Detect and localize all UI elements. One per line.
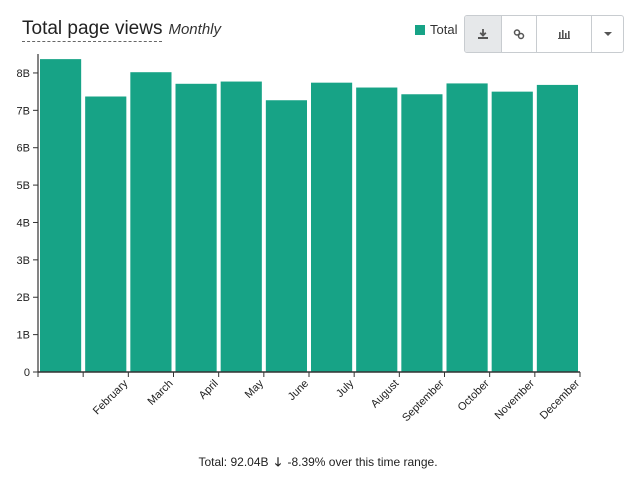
link-button[interactable] [502, 16, 537, 52]
chart-toolbar [464, 15, 624, 53]
bar-october[interactable] [446, 83, 488, 373]
y-tick-label: 0 [24, 367, 30, 379]
x-tick-label-november: November [493, 377, 538, 422]
bar-august[interactable] [356, 87, 398, 373]
x-tick-label-june: June [286, 378, 311, 403]
legend-label: Total [430, 22, 458, 37]
x-tick-label-march: March [146, 378, 176, 408]
bar-february[interactable] [85, 96, 127, 372]
legend: Total [415, 22, 457, 37]
y-tick-label: 2B [17, 292, 30, 304]
summary-footer: Total: 92.04B 🡓 -8.39% over this time ra… [0, 453, 636, 474]
chart-title[interactable]: Total page views [22, 18, 163, 42]
download-button[interactable] [465, 16, 502, 52]
x-tick-label-april: April [197, 378, 221, 402]
download-icon [478, 29, 488, 39]
bar-june[interactable] [265, 100, 307, 372]
chart-header: Total page views Monthly [22, 18, 221, 44]
y-tick-label: 4B [17, 217, 30, 229]
y-tick-label: 1B [17, 330, 30, 342]
chart-subtitle: Monthly [168, 21, 221, 38]
bar-september[interactable] [401, 94, 443, 372]
y-tick-label: 6B [17, 143, 30, 155]
x-tick-label-july: July [334, 377, 357, 400]
down-arrow-icon: 🡓 [274, 455, 282, 469]
x-tick-label-october: October [456, 377, 492, 413]
link-icon [513, 29, 525, 40]
bars-layer [40, 59, 578, 373]
bar-july[interactable] [311, 82, 353, 373]
summary-total: Total: 92.04B [198, 455, 269, 469]
bar-january[interactable] [40, 59, 82, 372]
y-tick-label: 7B [17, 105, 30, 117]
bar-november[interactable] [491, 91, 533, 373]
bar-chart-icon [558, 30, 570, 39]
bar-december[interactable] [536, 84, 578, 373]
legend-swatch [415, 24, 425, 35]
bar-march[interactable] [130, 72, 172, 372]
y-tick-label: 3B [17, 255, 30, 267]
chart-options-dropdown[interactable] [592, 16, 623, 52]
caret-down-icon [603, 32, 612, 36]
x-tick-label-september: September [400, 377, 447, 424]
x-tick-label-may: May [243, 377, 267, 401]
bar-may[interactable] [220, 81, 262, 373]
x-tick-label-august: August [369, 378, 402, 411]
x-tick-label-february: February [91, 377, 131, 417]
y-tick-label: 8B [17, 68, 30, 80]
x-tick-label-december: December [538, 377, 583, 422]
bar-april[interactable] [175, 83, 217, 373]
summary-change: -8.39% over this time range. [287, 455, 438, 469]
chart-type-button[interactable] [537, 16, 592, 52]
y-tick-label: 5B [17, 180, 30, 192]
